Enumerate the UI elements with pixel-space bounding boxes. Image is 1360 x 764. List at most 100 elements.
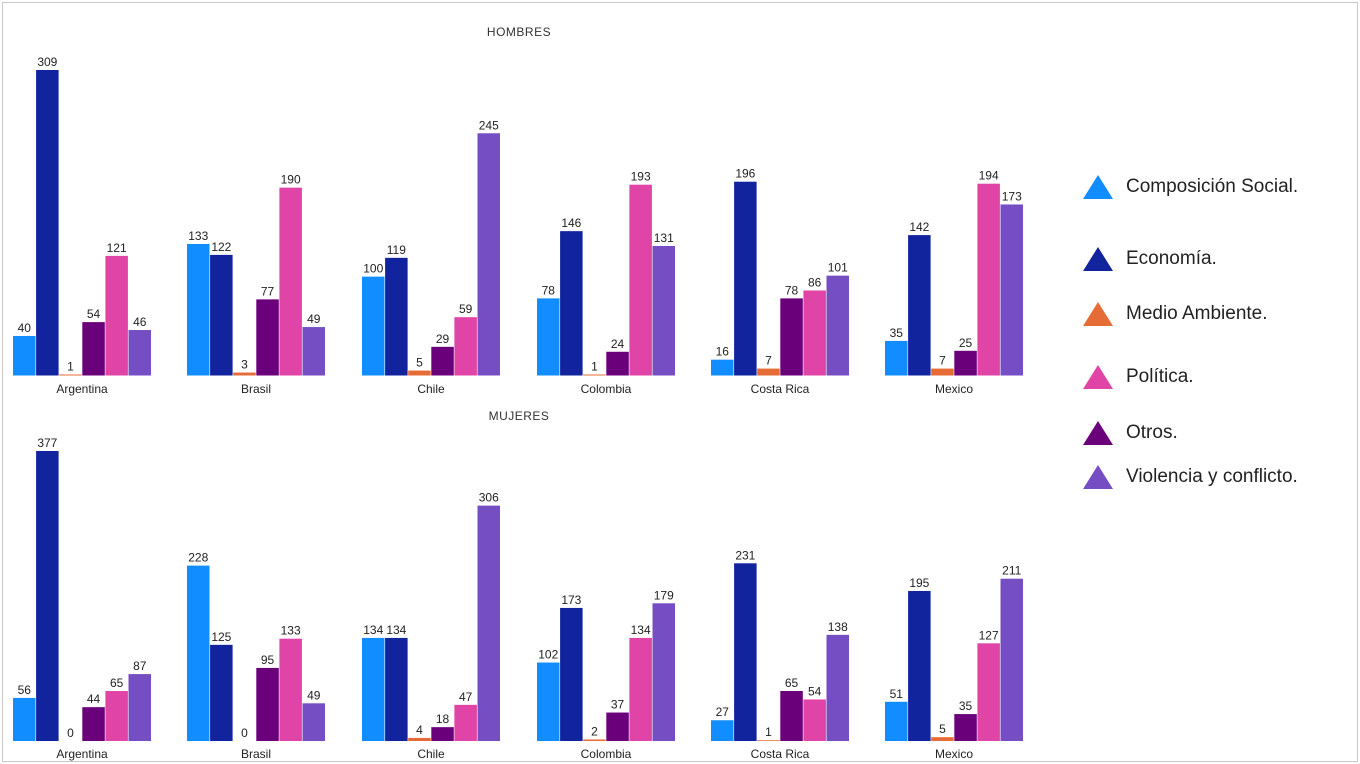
bar-hombres-costa-rica-economia: [734, 181, 757, 376]
data-label-mujeres-costa-rica-economia: 231: [735, 548, 755, 562]
bar-hombres-mexico-violencia-y-conflicto: [1000, 204, 1023, 376]
legend-label: Composición Social.: [1126, 176, 1299, 197]
bar-hombres-mexico-composicion-social: [885, 340, 908, 376]
data-label-hombres-brasil-medio-ambiente: 3: [241, 358, 248, 372]
bar-hombres-colombia-composicion-social: [537, 298, 560, 376]
bar-mujeres-argentina-composicion-social: [13, 697, 36, 741]
data-label-hombres-brasil-composicion-social: 133: [188, 229, 208, 243]
data-label-mujeres-brasil-composicion-social: 228: [188, 551, 208, 565]
bar-hombres-brasil-otros: [256, 299, 279, 376]
data-label-mujeres-colombia-otros: 37: [611, 698, 625, 712]
data-label-mujeres-argentina-economia: 377: [37, 436, 57, 450]
data-label-hombres-argentina-politica: 121: [107, 241, 127, 255]
bar-mujeres-colombia-economia: [560, 607, 583, 741]
data-label-hombres-chile-otros: 29: [436, 332, 450, 346]
bar-hombres-mexico-economia: [908, 235, 931, 376]
legend-item-violencia-y-conflicto[interactable]: Violencia y conflicto.: [1082, 460, 1298, 494]
bar-hombres-colombia-politica: [629, 184, 652, 376]
data-label-hombres-argentina-otros: 54: [87, 307, 101, 321]
data-label-mujeres-colombia-economia: 173: [561, 593, 581, 607]
data-label-hombres-costa-rica-violencia-y-conflicto: 101: [828, 261, 848, 275]
category-label-mujeres-mexico: Mexico: [935, 747, 973, 761]
bar-mujeres-costa-rica-economia: [734, 563, 757, 741]
bar-hombres-costa-rica-composicion-social: [711, 359, 734, 376]
data-label-hombres-brasil-politica: 190: [281, 173, 301, 187]
data-label-hombres-mexico-composicion-social: 35: [890, 326, 904, 340]
data-label-hombres-colombia-economia: 146: [561, 216, 581, 230]
bar-mujeres-costa-rica-composicion-social: [711, 720, 734, 741]
data-label-mujeres-chile-politica: 47: [459, 690, 473, 704]
bar-mujeres-chile-otros: [431, 727, 454, 741]
triangle-icon: [1083, 465, 1113, 489]
triangle-icon: [1083, 421, 1113, 445]
data-label-mujeres-brasil-otros: 95: [261, 653, 275, 667]
data-label-mujeres-chile-economia: 134: [386, 623, 406, 637]
data-label-hombres-chile-composicion-social: 100: [363, 262, 383, 276]
bar-hombres-colombia-violencia-y-conflicto: [652, 245, 675, 376]
triangle-icon: [1083, 247, 1113, 271]
bar-hombres-costa-rica-medio-ambiente: [757, 368, 780, 376]
bar-hombres-brasil-politica: [279, 187, 302, 376]
bar-hombres-colombia-otros: [606, 351, 629, 376]
legend-item-medio-ambiente[interactable]: Medio Ambiente.: [1082, 297, 1268, 331]
data-label-mujeres-chile-medio-ambiente: 4: [416, 723, 423, 737]
bar-mujeres-mexico-violencia-y-conflicto: [1000, 578, 1023, 741]
data-label-mujeres-mexico-politica: 127: [979, 628, 999, 642]
data-label-mujeres-costa-rica-otros: 65: [785, 676, 799, 690]
data-label-hombres-mexico-otros: 25: [959, 336, 973, 350]
category-label-hombres-argentina: Argentina: [56, 382, 108, 396]
data-label-hombres-argentina-violencia-y-conflicto: 46: [133, 315, 147, 329]
data-label-hombres-mexico-medio-ambiente: 7: [939, 354, 946, 368]
data-label-hombres-brasil-otros: 77: [261, 284, 275, 298]
bar-mujeres-costa-rica-politica: [803, 699, 826, 741]
legend-item-otros[interactable]: Otros.: [1082, 416, 1178, 450]
bar-mujeres-argentina-economia: [36, 451, 59, 741]
bar-hombres-brasil-violencia-y-conflicto: [302, 327, 325, 376]
bar-hombres-chile-medio-ambiente: [408, 370, 431, 376]
data-label-mujeres-argentina-violencia-y-conflicto: 87: [133, 659, 147, 673]
data-label-mujeres-mexico-medio-ambiente: 5: [939, 722, 946, 736]
panel-title-mujeres: MUJERES: [489, 409, 550, 423]
bar-mujeres-chile-composicion-social: [362, 637, 385, 741]
data-label-mujeres-mexico-composicion-social: 51: [890, 687, 904, 701]
data-label-mujeres-argentina-composicion-social: 56: [18, 683, 32, 697]
bar-hombres-brasil-medio-ambiente: [233, 372, 256, 376]
category-label-hombres-brasil: Brasil: [241, 382, 271, 396]
legend-item-politica[interactable]: Política.: [1082, 360, 1194, 394]
category-label-mujeres-colombia: Colombia: [581, 747, 632, 761]
legend-item-composicion-social[interactable]: Composición Social.: [1082, 170, 1298, 204]
data-label-mujeres-colombia-violencia-y-conflicto: 179: [654, 588, 674, 602]
bar-hombres-chile-violencia-y-conflicto: [477, 133, 500, 376]
category-label-hombres-chile: Chile: [417, 382, 445, 396]
bar-hombres-chile-economia: [385, 257, 408, 376]
data-label-mujeres-mexico-otros: 35: [959, 699, 973, 713]
category-label-mujeres-argentina: Argentina: [56, 747, 108, 761]
bar-mujeres-chile-medio-ambiente: [408, 737, 431, 741]
bar-mujeres-argentina-violencia-y-conflicto: [128, 674, 151, 741]
bar-mujeres-argentina-otros: [82, 707, 105, 741]
data-label-mujeres-costa-rica-violencia-y-conflicto: 138: [828, 620, 848, 634]
bar-hombres-argentina-composicion-social: [13, 335, 36, 376]
data-label-mujeres-costa-rica-politica: 54: [808, 684, 822, 698]
bar-hombres-chile-composicion-social: [362, 276, 385, 376]
bar-hombres-brasil-economia: [210, 254, 233, 376]
bar-hombres-costa-rica-politica: [803, 290, 826, 376]
data-label-mujeres-brasil-politica: 133: [281, 624, 301, 638]
category-label-mujeres-chile: Chile: [417, 747, 445, 761]
data-label-mujeres-argentina-politica: 65: [110, 676, 124, 690]
legend-item-economia[interactable]: Economía.: [1082, 242, 1217, 276]
bar-mujeres-chile-politica: [454, 704, 477, 741]
bar-hombres-argentina-otros: [82, 322, 105, 376]
data-label-mujeres-mexico-economia: 195: [909, 576, 929, 590]
legend-marker-composicion-social: [1083, 175, 1113, 199]
data-label-mujeres-colombia-politica: 134: [631, 623, 651, 637]
bar-hombres-argentina-violencia-y-conflicto: [128, 330, 151, 376]
bar-mujeres-colombia-otros: [606, 712, 629, 741]
bar-mujeres-mexico-otros: [954, 714, 977, 741]
data-label-hombres-mexico-politica: 194: [979, 169, 999, 183]
bar-hombres-mexico-politica: [977, 183, 1000, 376]
data-label-hombres-mexico-violencia-y-conflicto: 173: [1002, 189, 1022, 203]
category-label-mujeres-brasil: Brasil: [241, 747, 271, 761]
data-label-mujeres-brasil-violencia-y-conflicto: 49: [307, 688, 321, 702]
